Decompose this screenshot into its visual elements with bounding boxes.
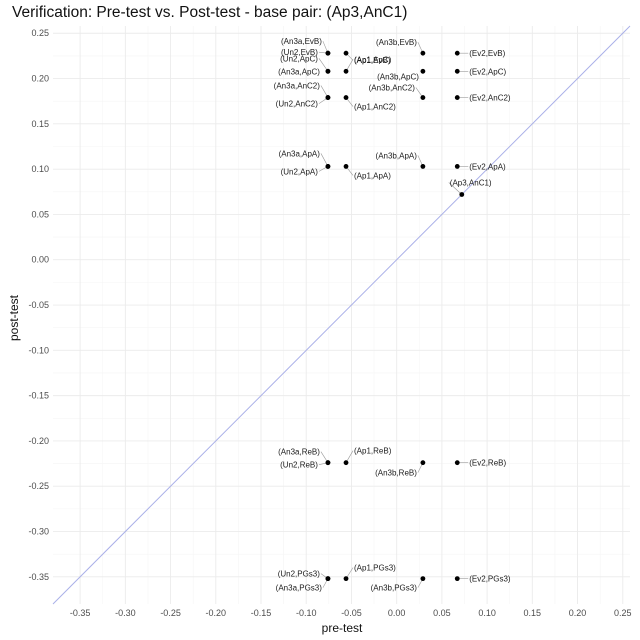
- point-label: (Un2,ApA): [281, 167, 319, 176]
- point-label: (Un2,EvB): [281, 48, 318, 57]
- y-tick-label: 0.25: [31, 28, 49, 38]
- data-point: [420, 50, 426, 56]
- data-point: [420, 164, 426, 169]
- data-point: [459, 192, 465, 197]
- point-label: (An3b,ReB): [375, 469, 417, 478]
- data-point: [454, 68, 460, 74]
- data-points: [325, 50, 465, 582]
- data-point: [420, 460, 426, 466]
- reference-line: [52, 25, 631, 605]
- x-tick-label: -0.35: [70, 608, 91, 618]
- point-label: (An3a,AnC2): [274, 82, 321, 91]
- point-label: (Ap1,ApC): [354, 55, 392, 64]
- grid-lines: [53, 26, 630, 604]
- y-tick-label: -0.25: [28, 481, 49, 491]
- label-leader: [318, 58, 329, 72]
- x-tick-label: 0.15: [524, 608, 542, 618]
- point-label: (An3b,PGs3): [371, 584, 418, 593]
- y-tick-label: 0.10: [31, 164, 49, 174]
- point-label: (An3a,ReB): [278, 448, 320, 457]
- y-tick-label: -0.15: [28, 391, 49, 401]
- y-tick-label: -0.20: [28, 436, 49, 446]
- data-point: [454, 164, 460, 169]
- data-point: [454, 576, 460, 582]
- x-tick-label: 0.25: [614, 608, 632, 618]
- x-tick-label: 0.10: [478, 608, 496, 618]
- point-label: (Ap1,PGs3): [354, 564, 396, 573]
- data-point: [454, 95, 460, 100]
- data-point: [420, 576, 426, 582]
- data-point: [325, 460, 331, 466]
- x-tick-label: -0.25: [160, 608, 181, 618]
- point-label: (Un2,ApC): [280, 54, 318, 63]
- point-label: (An3a,EvB): [281, 37, 322, 46]
- y-tick-label: 0.15: [31, 119, 49, 129]
- point-label: (An3b,AnC2): [369, 84, 416, 93]
- point-label: (Ap1,AnC2): [354, 103, 396, 112]
- data-point: [343, 164, 349, 169]
- point-label: (An3b,ApA): [376, 151, 418, 160]
- y-tick-label: -0.30: [28, 527, 49, 537]
- data-point: [343, 68, 349, 74]
- x-tick-label: -0.15: [251, 608, 272, 618]
- x-tick-label: -0.10: [296, 608, 317, 618]
- label-leader: [320, 153, 329, 167]
- data-point: [454, 460, 460, 466]
- point-label: (Ev2,ReB): [469, 459, 506, 468]
- x-tick-label: 0.05: [433, 608, 451, 618]
- point-label: (Ap1,ApA): [354, 171, 391, 180]
- point-label: (Ev2,ApA): [469, 162, 506, 171]
- y-tick-label: 0.20: [31, 74, 49, 84]
- point-label: (Ev2,PGs3): [469, 575, 511, 584]
- data-point: [343, 95, 349, 100]
- point-label: (Un2,ReB): [280, 461, 318, 470]
- data-point: [325, 50, 331, 56]
- data-point: [325, 576, 331, 582]
- data-point: [325, 68, 331, 74]
- label-leader: [448, 182, 462, 195]
- x-tick-label: -0.20: [206, 608, 227, 618]
- point-label: (Ap1,ReB): [354, 447, 392, 456]
- point-label: (An3b,ApC): [377, 72, 419, 81]
- point-label: (Ev2,ApC): [469, 67, 506, 76]
- point-label: (Ap1,EvB): [354, 56, 391, 65]
- point-label: (Ev2,AnC2): [469, 94, 511, 103]
- x-tick-label: -0.05: [341, 608, 362, 618]
- x-tick-label: 0.20: [569, 608, 587, 618]
- data-point: [343, 460, 349, 466]
- y-tick-label: -0.05: [28, 300, 49, 310]
- y-tick-label: -0.35: [28, 572, 49, 582]
- point-label: (An3a,ApA): [279, 149, 321, 158]
- chart-title: Verification: Pre-test vs. Post-test - b…: [12, 4, 408, 21]
- point-label: (An3a,ApC): [278, 67, 320, 76]
- point-label: (Un2,PGs3): [278, 570, 321, 579]
- point-label: (Ev2,EvB): [469, 49, 505, 58]
- x-tick-label: 0.00: [388, 608, 406, 618]
- data-point: [325, 164, 331, 169]
- point-label: (An3b,EvB): [376, 38, 417, 47]
- data-point: [454, 50, 460, 56]
- reference-line-group: [52, 25, 631, 605]
- y-tick-label: 0.05: [31, 209, 49, 219]
- y-axis-title: post-test: [7, 294, 21, 341]
- point-label: (Un2,AnC2): [276, 100, 319, 109]
- data-point: [325, 95, 331, 100]
- label-leader-lines: [318, 41, 469, 588]
- point-labels: (An3a,EvB) (Un2,EvB) (Ap1,EvB) (An3b,EvB) (E…: [274, 37, 511, 592]
- data-point: [343, 50, 349, 56]
- x-tick-label: -0.30: [115, 608, 136, 618]
- y-tick-label: 0.00: [31, 255, 49, 265]
- x-axis-title: pre-test: [322, 621, 363, 635]
- data-point: [420, 68, 426, 74]
- data-point: [420, 95, 426, 100]
- y-tick-label: -0.10: [28, 345, 49, 355]
- tick-labels: -0.35 -0.30 -0.25 -0.20 -0.15 -0.10 -0.05 0.00 0…: [28, 28, 631, 618]
- point-label: (An3a,PGs3): [276, 584, 323, 593]
- data-point: [343, 576, 349, 582]
- point-label: (Ap3,AnC1): [450, 179, 492, 188]
